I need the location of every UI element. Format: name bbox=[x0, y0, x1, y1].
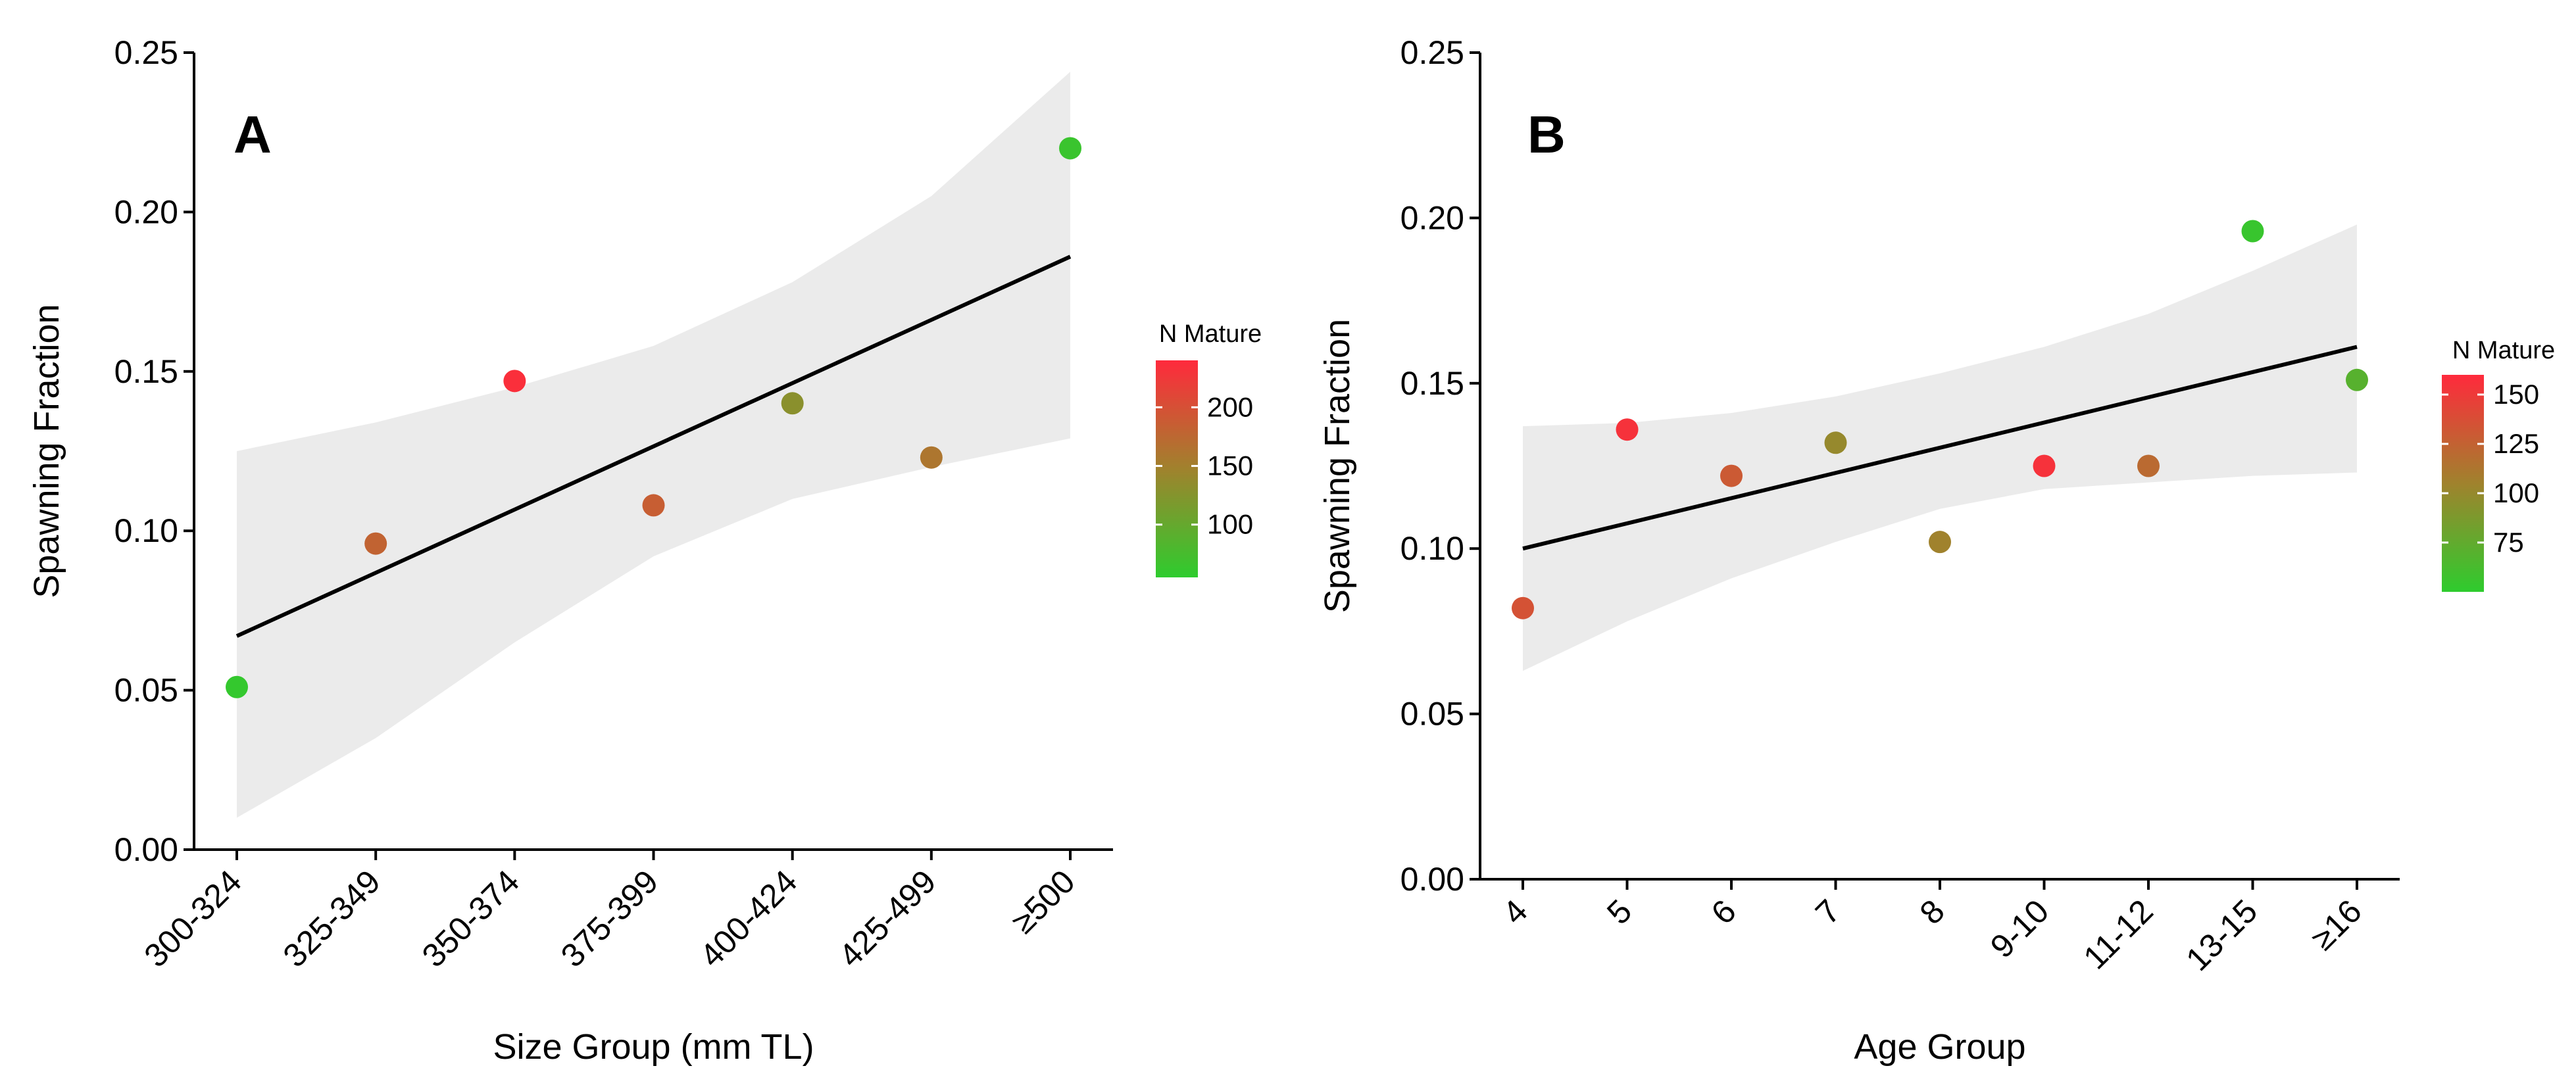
y-tick-label: 0.20 bbox=[1400, 199, 1464, 236]
x-tick-label: 5 bbox=[1600, 892, 1639, 931]
data-point bbox=[1616, 418, 1639, 441]
points bbox=[1512, 220, 2368, 619]
x-ticks: 300-324 325-349 350-374 375-399 400-424 425-4… bbox=[137, 850, 1082, 975]
y-tick-label: 0.10 bbox=[1400, 530, 1464, 567]
y-tick-label: 0.05 bbox=[1400, 696, 1464, 733]
data-point bbox=[2137, 454, 2160, 477]
y-tick-label: 0.15 bbox=[114, 353, 178, 390]
y-ticks: 0.00 0.05 0.10 0.15 0.20 0.25 bbox=[114, 34, 194, 868]
x-tick-label: 325-349 bbox=[276, 863, 387, 974]
y-tick-label: 0.05 bbox=[114, 672, 178, 709]
legend-tick-label: 150 bbox=[2493, 379, 2539, 410]
regression-line bbox=[1522, 345, 2358, 551]
x-tick-label: 300-324 bbox=[137, 863, 248, 974]
x-tick-label: 6 bbox=[1704, 892, 1743, 931]
x-tick-label: 350-374 bbox=[415, 863, 526, 974]
data-point bbox=[1512, 596, 1534, 619]
data-point bbox=[2241, 220, 2264, 243]
panel-label: B bbox=[1527, 105, 1566, 164]
y-tick-label: 0.10 bbox=[114, 512, 178, 549]
y-axis-title: Spawning Fraction bbox=[1318, 319, 1357, 613]
panel-a: 0.000.050.100.150.200.25 300-324 325-349 3… bbox=[27, 34, 1262, 1067]
legend-tick-label: 100 bbox=[2493, 477, 2539, 508]
y-axis-title: Spawning Fraction bbox=[27, 304, 66, 598]
data-point bbox=[1059, 137, 1081, 160]
panel-b: 0.000.050.100.150.200.25 4 5 6 7 8 9-10 11-12 1… bbox=[1318, 34, 2555, 1067]
legend-tick-label: 200 bbox=[1207, 391, 1253, 422]
data-point bbox=[920, 446, 943, 469]
legend-title: N Mature bbox=[2452, 337, 2555, 364]
x-tick-label: 8 bbox=[1913, 892, 1952, 931]
data-point bbox=[226, 675, 248, 698]
x-tick-label: 11-12 bbox=[2076, 892, 2160, 976]
data-point bbox=[2033, 454, 2056, 477]
legend-ticks: 75 100 125 150 bbox=[2442, 379, 2539, 558]
points bbox=[226, 137, 1081, 698]
data-point bbox=[1720, 464, 1743, 487]
legend-tick-label: 125 bbox=[2493, 428, 2539, 459]
legend-colorbar bbox=[1156, 360, 1198, 577]
data-point bbox=[1824, 431, 1847, 454]
legend-tick-label: 75 bbox=[2493, 527, 2524, 558]
x-ticks: 4 5 6 7 8 9-10 11-12 13-15 ≥16 bbox=[1496, 879, 2369, 978]
x-tick-label: ≥16 bbox=[2304, 892, 2368, 957]
y-tick-label: 0.00 bbox=[114, 831, 178, 868]
x-axis-title: Size Group (mm TL) bbox=[493, 1027, 814, 1067]
x-tick-label: 400-424 bbox=[693, 863, 804, 974]
legend-title: N Mature bbox=[1159, 320, 1262, 348]
y-tick-label: 0.25 bbox=[1400, 34, 1464, 71]
data-point bbox=[781, 392, 804, 415]
legend-colorbar bbox=[2442, 375, 2484, 592]
x-axis-title: Age Group bbox=[1854, 1027, 2025, 1067]
y-tick-label: 0.00 bbox=[1400, 861, 1464, 898]
x-tick-label: 7 bbox=[1808, 892, 1847, 931]
color-legend: N Mature 75 100 125 150 bbox=[2442, 337, 2555, 592]
x-tick-label: 9-10 bbox=[1983, 892, 2056, 965]
x-tick-label: 425-499 bbox=[831, 863, 943, 974]
regression-line bbox=[235, 254, 1072, 638]
data-point bbox=[503, 370, 526, 393]
y-tick-label: 0.15 bbox=[1400, 365, 1464, 402]
data-point bbox=[642, 494, 665, 517]
color-legend: N Mature 100 150 200 bbox=[1156, 320, 1262, 577]
x-tick-label: 4 bbox=[1496, 892, 1535, 931]
panel-label: A bbox=[234, 105, 272, 164]
x-tick-label: ≥500 bbox=[1004, 863, 1082, 940]
legend-tick-label: 100 bbox=[1207, 509, 1253, 540]
y-tick-label: 0.25 bbox=[114, 34, 178, 71]
data-point bbox=[1929, 531, 1951, 554]
data-point bbox=[2346, 368, 2368, 391]
legend-ticks: 100 150 200 bbox=[1156, 391, 1253, 540]
x-tick-label: 375-399 bbox=[554, 863, 665, 974]
data-point bbox=[364, 532, 387, 555]
y-ticks: 0.00 0.05 0.10 0.15 0.20 0.25 bbox=[1400, 34, 1480, 898]
y-tick-label: 0.20 bbox=[114, 193, 178, 230]
x-tick-label: 13-15 bbox=[2179, 892, 2264, 978]
legend-tick-label: 150 bbox=[1207, 450, 1253, 481]
